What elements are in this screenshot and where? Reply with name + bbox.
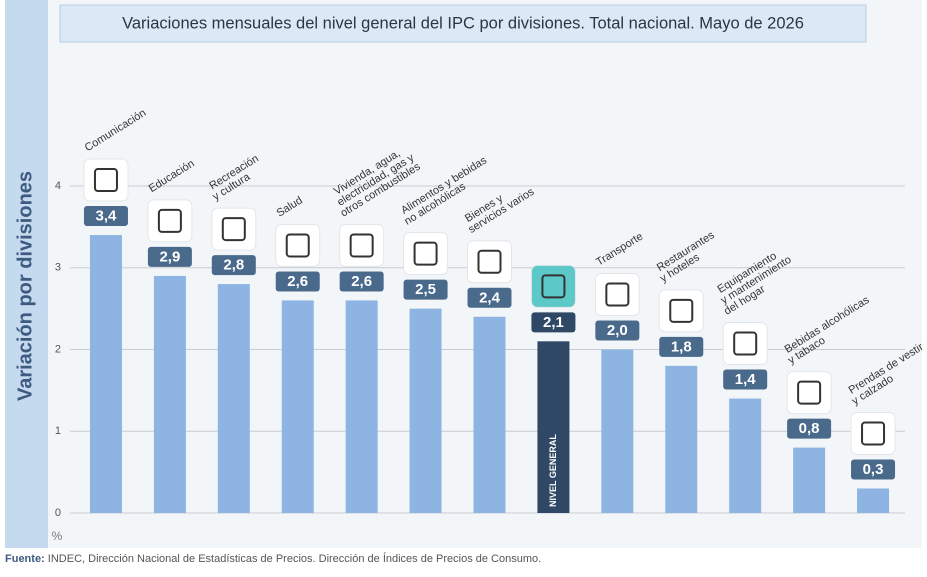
value-label-box <box>403 279 448 300</box>
y-axis-band <box>5 0 48 548</box>
icon-box <box>83 158 129 202</box>
icon-glyph <box>797 380 822 405</box>
value-label-box <box>531 312 576 333</box>
icon-box <box>275 223 321 267</box>
icon-glyph <box>605 282 630 307</box>
chart-title: Variaciones mensuales del nivel general … <box>122 14 804 32</box>
icon-glyph <box>669 298 694 323</box>
icon-glyph <box>221 217 246 242</box>
bar <box>409 308 442 513</box>
y-tick-label: 1 <box>55 425 61 437</box>
value-label-box <box>851 459 896 480</box>
icon-glyph <box>93 168 118 193</box>
value-label: 2,6 <box>287 273 308 290</box>
bar <box>729 398 762 513</box>
icon-box <box>722 322 768 366</box>
icon-box <box>467 240 512 284</box>
value-label: 1,4 <box>735 371 757 388</box>
icon-glyph <box>157 208 182 233</box>
icon-box <box>530 264 576 308</box>
icon-box <box>786 371 832 415</box>
value-label-box <box>787 418 832 439</box>
bar <box>217 284 250 513</box>
y-axis-title: Variación por divisiones <box>14 171 36 401</box>
source: Fuente: INDEC, Dirección Nacional de Est… <box>5 552 541 565</box>
icon-box <box>594 273 640 316</box>
value-label-box <box>467 287 512 308</box>
icon-glyph <box>861 421 886 446</box>
value-label-box <box>147 246 192 267</box>
icon-box <box>403 232 449 276</box>
value-label: 1,8 <box>671 338 692 355</box>
icon-glyph <box>477 249 502 274</box>
value-label: 2,0 <box>607 322 628 339</box>
y-tick-label: 2 <box>55 343 61 355</box>
y-unit: % <box>52 529 63 543</box>
bar <box>665 365 698 513</box>
value-label: 2,6 <box>351 273 372 290</box>
category-label: NIVEL GENERAL <box>548 434 558 507</box>
y-tick-label: 3 <box>55 262 61 274</box>
bar <box>89 235 122 514</box>
bar <box>793 447 826 513</box>
icon-glyph <box>541 274 566 299</box>
bar <box>473 316 506 513</box>
bar <box>345 300 378 513</box>
bar <box>537 341 570 513</box>
value-label-box <box>83 206 128 227</box>
value-label: 0,8 <box>799 420 820 437</box>
value-label: 2,4 <box>479 289 501 306</box>
value-label-box <box>339 271 384 292</box>
title-box <box>59 4 867 43</box>
value-label-box <box>723 369 768 390</box>
icon-box <box>658 289 704 333</box>
y-tick-label: 0 <box>55 507 61 519</box>
source-text: INDEC, Dirección Nacional de Estadística… <box>48 552 541 565</box>
value-label: 2,8 <box>223 257 244 274</box>
value-label: 3,4 <box>96 208 118 225</box>
icon-box <box>147 199 193 243</box>
icon-glyph <box>285 233 310 258</box>
bar <box>601 349 634 513</box>
value-label-box <box>595 320 640 341</box>
icon-box <box>339 223 385 267</box>
icon-box <box>850 411 896 455</box>
y-tick-label: 4 <box>55 180 61 192</box>
value-label: 2,1 <box>543 314 564 331</box>
bar <box>153 275 186 513</box>
bar <box>281 300 314 513</box>
value-label: 2,5 <box>415 281 436 298</box>
icon-box <box>211 207 257 251</box>
icon-glyph <box>733 331 758 356</box>
source-label: Fuente: <box>5 553 45 565</box>
value-label: 2,9 <box>159 248 180 265</box>
value-label: 0,3 <box>863 461 884 478</box>
value-label-box <box>275 271 320 292</box>
bar <box>857 488 890 513</box>
icon-glyph <box>349 233 374 258</box>
value-label-box <box>211 255 256 276</box>
value-label-box <box>659 336 704 357</box>
icon-glyph <box>413 241 438 266</box>
